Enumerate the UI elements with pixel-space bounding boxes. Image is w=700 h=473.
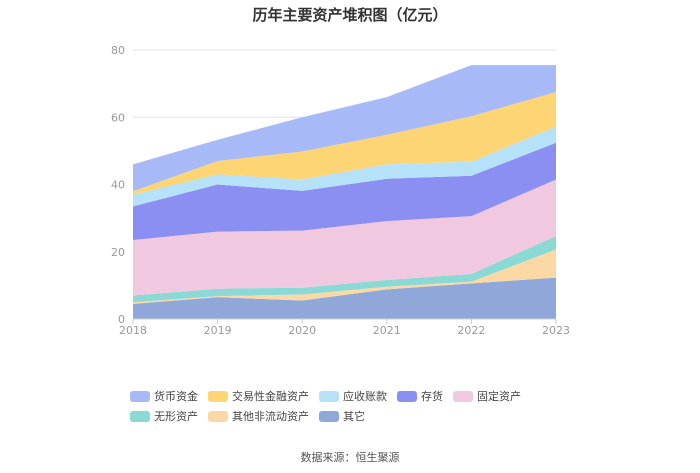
- legend-label: 存货: [421, 390, 443, 403]
- legend-label: 其它: [343, 410, 365, 423]
- legend-swatch: [319, 410, 339, 422]
- y-tick-label: 80: [111, 44, 125, 57]
- legend-label: 无形资产: [154, 410, 198, 423]
- x-tick-label: 2021: [373, 324, 401, 337]
- legend-swatch: [397, 390, 417, 402]
- x-tick-label: 2023: [542, 324, 570, 337]
- legend-swatch: [130, 410, 150, 422]
- legend-item[interactable]: 无形资产: [130, 409, 198, 423]
- axes: 0 20 40 60 80 2018 2019 2020 2021 2022 2023: [111, 44, 570, 337]
- area-series-7: [133, 65, 556, 192]
- legend-label: 固定资产: [477, 390, 521, 403]
- legend-item[interactable]: 应收账款: [319, 389, 387, 403]
- legend-swatch: [208, 390, 228, 402]
- legend-item[interactable]: 存货: [397, 389, 443, 403]
- legend-label: 货币资金: [154, 390, 198, 403]
- area-series-0: [133, 277, 556, 319]
- legend-label: 应收账款: [343, 390, 387, 403]
- legend-label: 交易性金融资产: [232, 390, 309, 403]
- area-series-2: [133, 235, 556, 303]
- legend: 货币资金 交易性金融资产 应收账款 存货 固定资产无形资产 其他非流动资产 其它: [130, 389, 600, 423]
- legend-item[interactable]: 固定资产: [453, 389, 521, 403]
- x-tick-label: 2020: [288, 324, 316, 337]
- legend-item[interactable]: 其他非流动资产: [208, 409, 309, 423]
- chart-title: 历年主要资产堆积图（亿元）: [252, 6, 448, 24]
- area-series-1: [133, 249, 556, 304]
- area-series-6: [133, 92, 556, 195]
- y-tick-label: 0: [118, 313, 125, 326]
- legend-label: 其他非流动资产: [232, 410, 309, 423]
- area-series: [133, 65, 556, 319]
- x-tick-label: 2022: [457, 324, 485, 337]
- y-tick-label: 20: [111, 246, 125, 259]
- legend-swatch: [319, 390, 339, 402]
- x-tick-label: 2019: [204, 324, 232, 337]
- area-series-3: [133, 179, 556, 296]
- legend-swatch: [208, 410, 228, 422]
- legend-item[interactable]: 货币资金: [130, 389, 198, 403]
- y-tick-label: 60: [111, 111, 125, 124]
- data-source: 数据来源：恒生聚源: [300, 451, 400, 464]
- legend-item[interactable]: 交易性金融资产: [208, 389, 309, 403]
- area-series-5: [133, 126, 556, 207]
- legend-swatch: [453, 390, 473, 402]
- y-tick-label: 40: [111, 179, 125, 192]
- x-tick-label: 2018: [119, 324, 147, 337]
- area-series-4: [133, 142, 556, 240]
- legend-item[interactable]: 其它: [319, 409, 365, 423]
- legend-swatch: [130, 390, 150, 402]
